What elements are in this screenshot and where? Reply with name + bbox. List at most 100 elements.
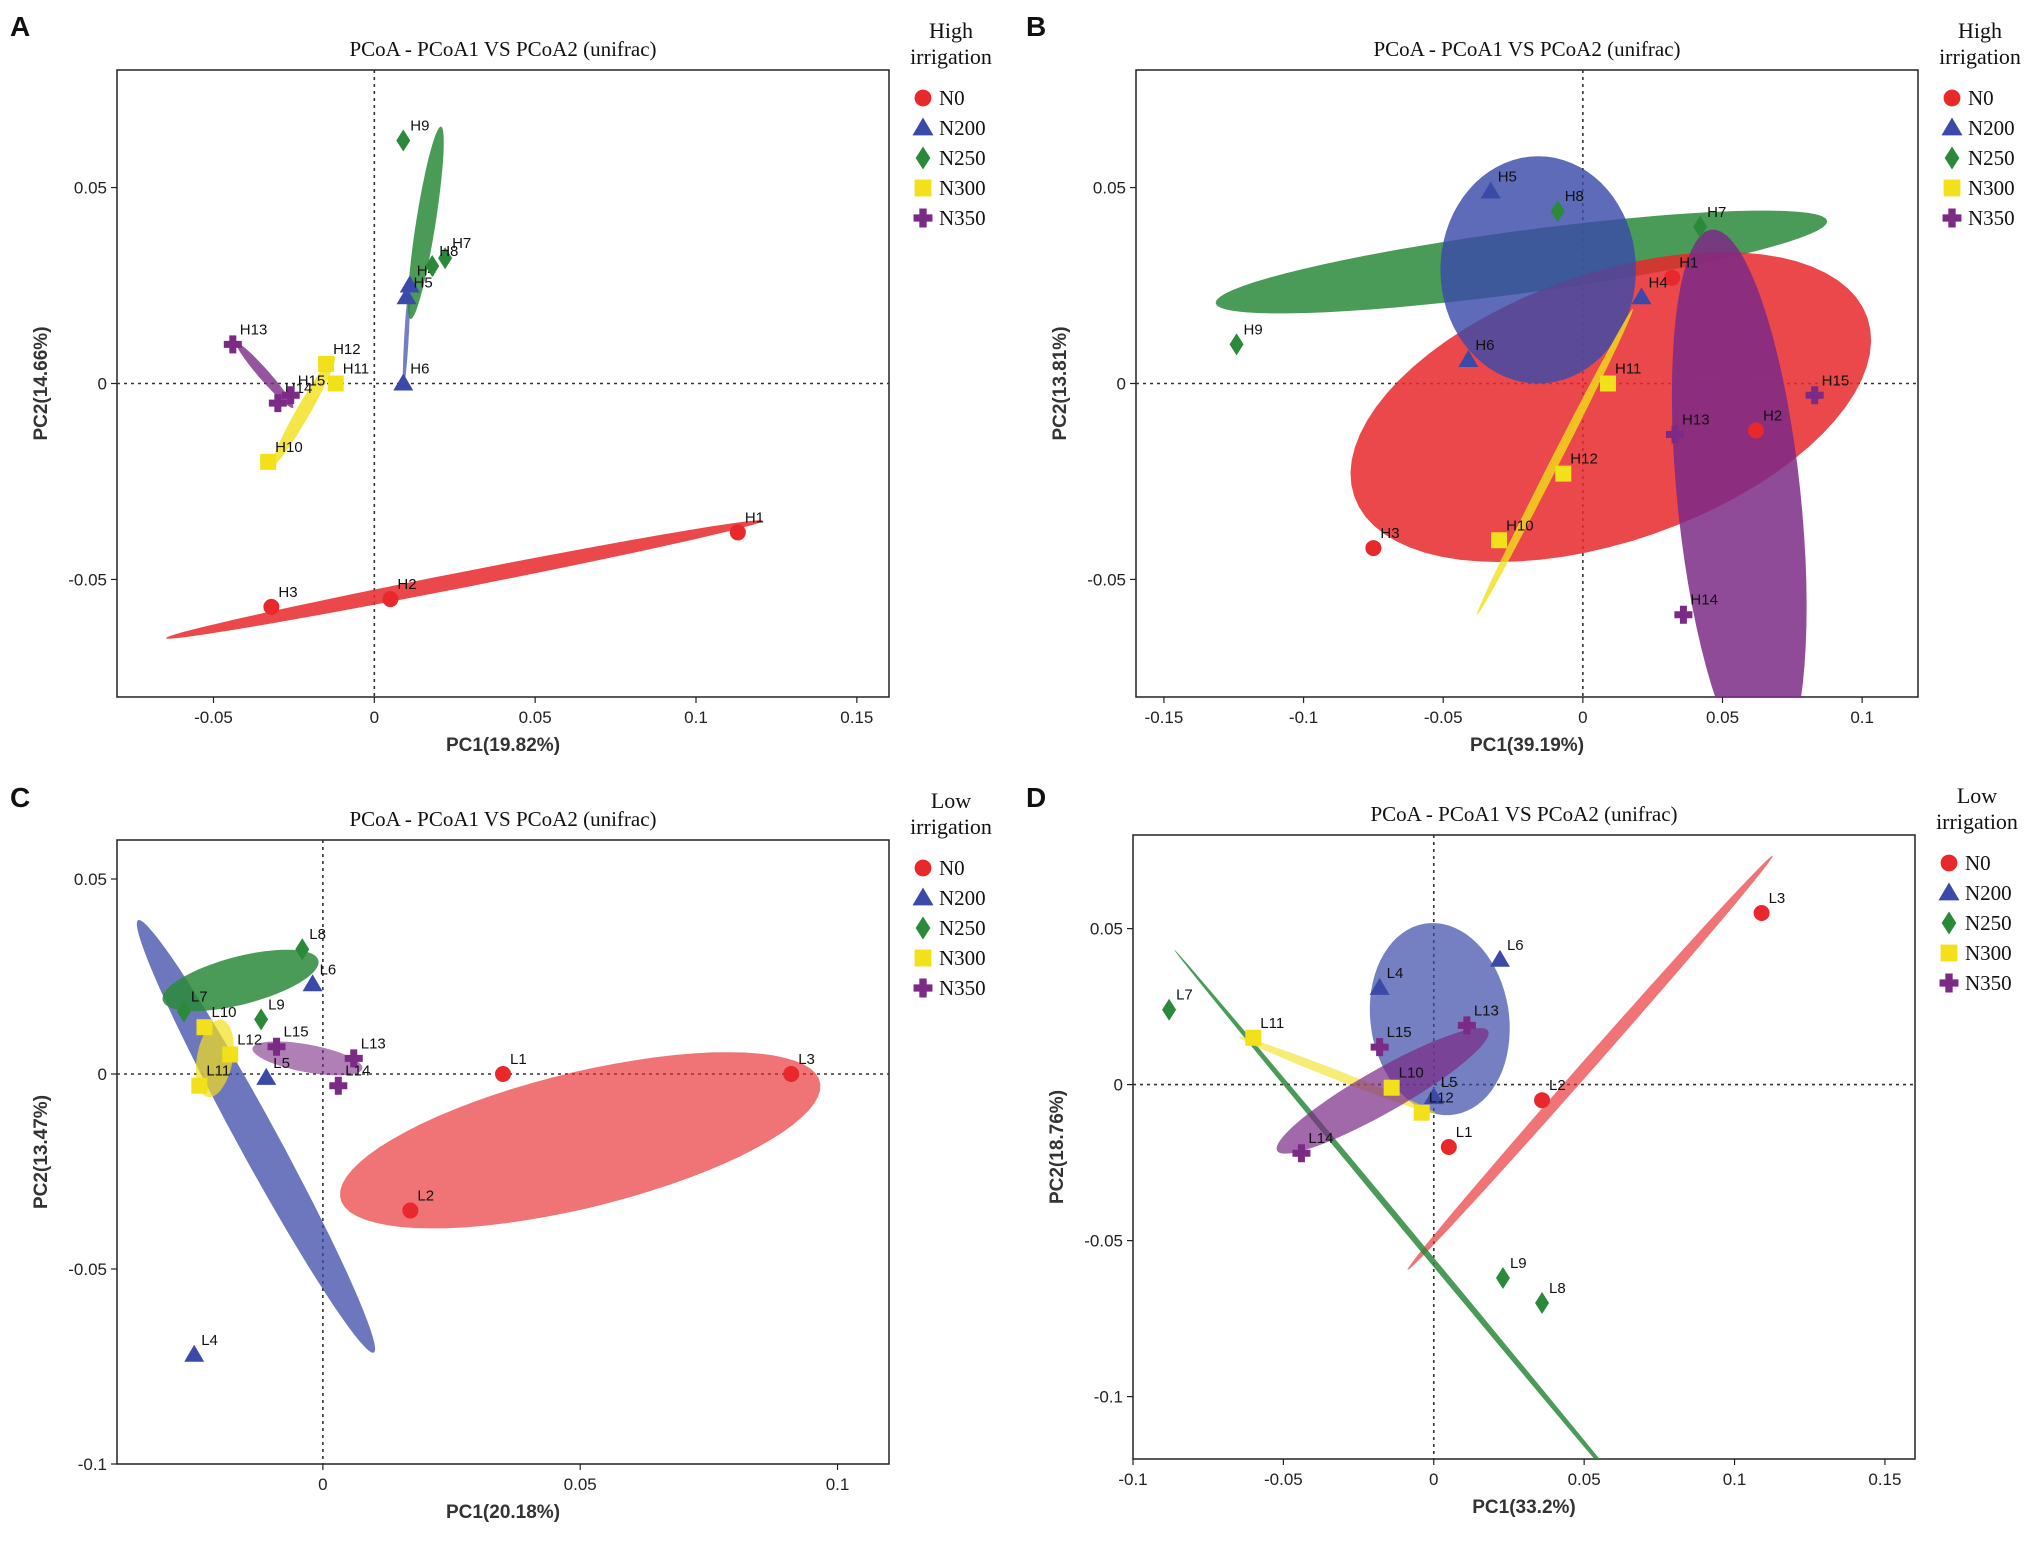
point-h6 <box>393 373 414 391</box>
legend-marker-n350 <box>1939 973 1959 993</box>
x-tick-label: -0.05 <box>1424 708 1463 727</box>
x-axis-label: PC1(33.2%) <box>1472 1497 1576 1518</box>
point-label: L14 <box>1308 1130 1333 1147</box>
plot-area: L1 L2 L3 L4 L5 L6 L7 L8 L9 L10 L11 L12 L13 L14 L15 <box>136 920 821 1362</box>
point-h12 <box>318 355 335 372</box>
point-l3 <box>783 1066 800 1082</box>
point-label: L8 <box>1549 1280 1566 1297</box>
legend-title: High <box>1958 18 2002 43</box>
plot-area: L1 L2 L3 L4 L5 L6 L7 L8 L9 L10 L11 L12 L13 L14 L15 <box>1162 855 1785 1459</box>
legend-label-n200: N200 <box>1968 116 2015 140</box>
point-label: H15 <box>298 372 326 389</box>
panel-letter: A <box>10 11 30 42</box>
point-l4 <box>184 1344 205 1362</box>
point-h11 <box>1599 375 1616 392</box>
point-label: L6 <box>320 961 337 978</box>
plot-frame <box>116 839 890 1465</box>
x-tick-label: 0.05 <box>1568 1470 1601 1489</box>
point-h5 <box>396 287 417 305</box>
point-l13 <box>344 1049 363 1068</box>
legend-marker-n350 <box>1942 208 1962 228</box>
point-label: L1 <box>510 1051 527 1068</box>
point-label: H15 <box>1822 372 1850 389</box>
point-label: H3 <box>1380 525 1399 542</box>
panel-letter: B <box>1026 11 1046 42</box>
point-label: L4 <box>1387 965 1404 982</box>
ellipse-n300 <box>1476 308 1633 615</box>
point-label: H11 <box>1615 361 1641 378</box>
y-tick-label: -0.05 <box>1084 1232 1123 1251</box>
legend-label-n300: N300 <box>939 946 986 970</box>
legend-title: Low <box>931 788 971 813</box>
legend-marker-n300 <box>914 179 932 197</box>
legend-label-n0: N0 <box>939 86 965 110</box>
point-h8 <box>425 254 440 277</box>
point-l8 <box>1535 1292 1550 1314</box>
point-label: H5 <box>414 274 433 291</box>
point-h13 <box>223 335 242 354</box>
point-l2 <box>402 1202 419 1219</box>
point-h15 <box>1805 386 1824 405</box>
x-axis-label: PC1(39.19%) <box>1470 735 1584 756</box>
point-l14 <box>329 1076 348 1095</box>
point-h8 <box>1550 200 1565 223</box>
ellipse-n350 <box>1276 1028 1489 1154</box>
x-tick-label: 0.1 <box>826 1475 850 1494</box>
x-tick-label: 0.05 <box>1706 708 1739 727</box>
point-label: H13 <box>1682 411 1710 428</box>
y-tick-label: 0.05 <box>1093 179 1126 198</box>
x-tick-label: 0 <box>370 708 379 727</box>
x-tick-label: 0 <box>1429 1470 1438 1489</box>
point-l12 <box>1413 1104 1430 1121</box>
y-tick-label: 0.05 <box>1090 920 1123 939</box>
point-label: H1 <box>1679 255 1698 272</box>
point-h15 <box>281 386 300 405</box>
point-l13 <box>1457 1016 1476 1035</box>
ellipse-n250 <box>1174 949 1600 1459</box>
x-tick-label: 0.15 <box>1868 1470 1901 1489</box>
y-tick-label: 0.05 <box>74 179 107 198</box>
point-l1 <box>1440 1139 1457 1155</box>
point-l4 <box>1369 977 1390 995</box>
legend-marker-n200 <box>912 887 934 906</box>
point-label: H13 <box>240 321 268 338</box>
point-l12 <box>222 1046 239 1063</box>
point-l9 <box>1495 1267 1510 1290</box>
point-h2 <box>382 591 399 608</box>
legend-title: irrigation <box>910 814 992 839</box>
point-l6 <box>302 974 323 992</box>
panel-b: B PCoA - PCoA1 VS PCoA2 (unifrac) -0.15 -0.… <box>1016 0 2033 771</box>
ellipse-n350 <box>1671 229 1807 697</box>
point-label: H12 <box>333 341 361 358</box>
point-h5 <box>1480 181 1501 199</box>
point-l14 <box>1292 1144 1311 1163</box>
legend-label-n200: N200 <box>1965 881 2012 905</box>
legend-marker-n350 <box>913 208 933 228</box>
chart-title: PCoA - PCoA1 VS PCoA2 (unifrac) <box>349 807 656 831</box>
y-tick-label: -0.1 <box>1094 1388 1123 1407</box>
point-h12 <box>1555 465 1572 482</box>
legend-marker-n0 <box>1943 89 1961 107</box>
ellipse-n200 <box>136 920 376 1353</box>
point-label: L7 <box>191 989 208 1006</box>
y-tick-label: -0.05 <box>68 570 107 589</box>
legend-marker-n0 <box>914 89 932 107</box>
x-tick-label: -0.05 <box>194 708 233 727</box>
point-label: H12 <box>1570 451 1598 468</box>
legend-label-n0: N0 <box>939 856 965 880</box>
chart-title: PCoA - PCoA1 VS PCoA2 (unifrac) <box>349 37 656 61</box>
point-label: L15 <box>1387 1024 1412 1041</box>
point-l9 <box>254 1008 269 1031</box>
ellipse-n250 <box>407 126 444 319</box>
point-label: L12 <box>1429 1090 1454 1107</box>
legend-marker-n250 <box>1941 911 1957 935</box>
legend-label-n350: N350 <box>1968 206 2015 230</box>
point-label: L10 <box>1399 1065 1424 1082</box>
point-label: L8 <box>309 926 326 943</box>
x-tick-label: 0.05 <box>519 708 552 727</box>
point-label: L14 <box>345 1063 370 1080</box>
y-tick-label: 0 <box>98 375 107 394</box>
pcoa-chart-d: D PCoA - PCoA1 VS PCoA2 (unifrac) -0.1 -0.0… <box>1026 782 2018 1518</box>
point-label: H3 <box>278 584 297 601</box>
